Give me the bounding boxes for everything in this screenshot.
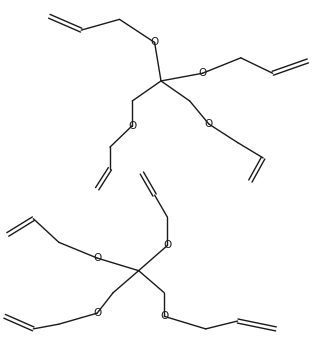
Text: O: O (128, 121, 137, 131)
Text: O: O (205, 119, 213, 129)
Text: O: O (93, 253, 101, 263)
Text: O: O (160, 311, 168, 321)
Text: O: O (198, 68, 207, 78)
Text: O: O (93, 308, 101, 318)
Text: O: O (150, 38, 159, 48)
Text: O: O (163, 240, 172, 250)
